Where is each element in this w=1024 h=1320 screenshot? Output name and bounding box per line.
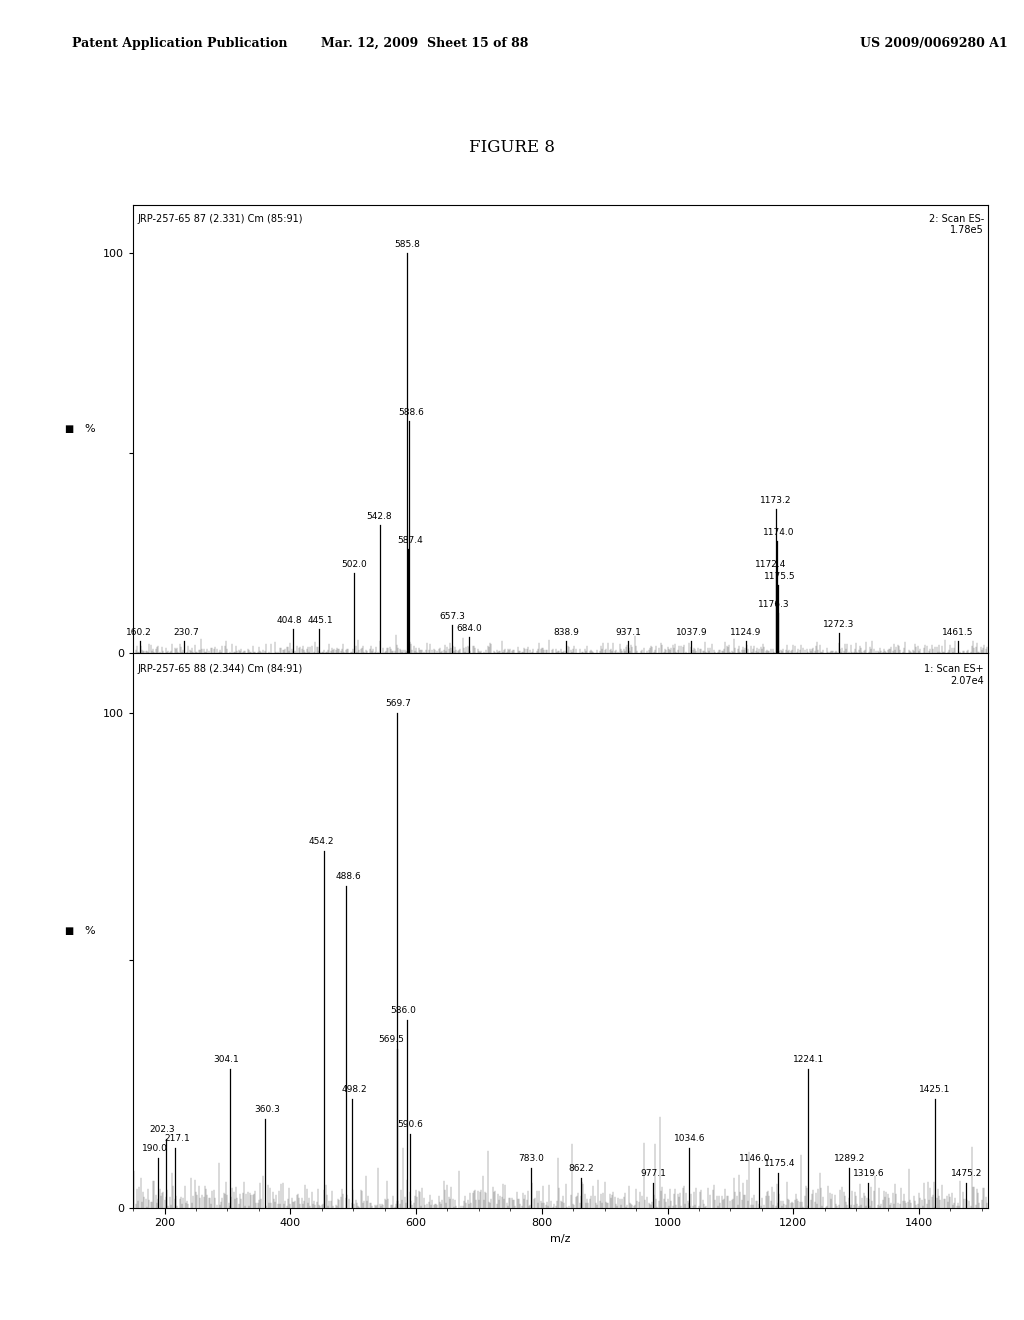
Text: 1173.2: 1173.2 [760, 496, 792, 506]
Text: 488.6: 488.6 [335, 873, 361, 882]
Text: 1319.6: 1319.6 [853, 1170, 885, 1177]
Text: 1461.5: 1461.5 [942, 628, 974, 638]
Text: 585.8: 585.8 [394, 240, 420, 248]
Text: 230.7: 230.7 [173, 628, 199, 638]
Text: 542.8: 542.8 [367, 512, 392, 521]
Text: 1224.1: 1224.1 [793, 1055, 824, 1064]
Text: JRP-257-65 87 (2.331) Cm (85:91): JRP-257-65 87 (2.331) Cm (85:91) [137, 214, 303, 223]
Text: 1172.4: 1172.4 [755, 560, 786, 569]
Text: 217.1: 217.1 [165, 1134, 190, 1143]
Text: 937.1: 937.1 [615, 628, 641, 638]
Text: 2: Scan ES-
1.78e5: 2: Scan ES- 1.78e5 [929, 214, 984, 235]
Text: 445.1: 445.1 [308, 616, 334, 626]
Text: %: % [84, 925, 94, 936]
Text: 502.0: 502.0 [342, 560, 368, 569]
Text: 1475.2: 1475.2 [950, 1170, 982, 1177]
Text: 1146.0: 1146.0 [739, 1154, 771, 1163]
Text: 1175.5: 1175.5 [764, 573, 796, 581]
Text: 1034.6: 1034.6 [674, 1134, 705, 1143]
Text: 404.8: 404.8 [276, 616, 303, 626]
Text: 1272.3: 1272.3 [823, 620, 854, 630]
Text: 862.2: 862.2 [568, 1164, 594, 1173]
Text: JRP-257-65 88 (2.344) Cm (84:91): JRP-257-65 88 (2.344) Cm (84:91) [137, 664, 303, 675]
Text: Mar. 12, 2009  Sheet 15 of 88: Mar. 12, 2009 Sheet 15 of 88 [322, 37, 528, 50]
Text: 569.7: 569.7 [385, 698, 412, 708]
Text: 977.1: 977.1 [640, 1170, 666, 1177]
Text: 783.0: 783.0 [518, 1154, 544, 1163]
Text: 1176.3: 1176.3 [758, 601, 790, 610]
Text: 1175.4: 1175.4 [764, 1159, 796, 1168]
Text: FIGURE 8: FIGURE 8 [469, 139, 555, 156]
Text: 498.2: 498.2 [341, 1085, 367, 1094]
Text: 588.6: 588.6 [398, 408, 424, 417]
Text: 1289.2: 1289.2 [834, 1154, 865, 1163]
Text: 657.3: 657.3 [439, 612, 465, 622]
Text: ■: ■ [65, 424, 74, 434]
Text: 202.3: 202.3 [150, 1125, 175, 1134]
Text: 360.3: 360.3 [255, 1105, 281, 1114]
Text: 1425.1: 1425.1 [920, 1085, 950, 1094]
Text: 569.5: 569.5 [379, 1035, 404, 1044]
Text: 587.4: 587.4 [397, 536, 423, 545]
Text: Patent Application Publication: Patent Application Publication [72, 37, 287, 50]
Text: 1124.9: 1124.9 [730, 628, 762, 638]
Text: 1174.0: 1174.0 [763, 528, 795, 537]
Text: 304.1: 304.1 [214, 1055, 240, 1064]
Text: 190.0: 190.0 [141, 1144, 168, 1154]
X-axis label: m/z: m/z [550, 1234, 571, 1243]
Text: 1037.9: 1037.9 [676, 628, 708, 638]
Text: 454.2: 454.2 [308, 837, 334, 846]
Text: %: % [84, 424, 94, 434]
Text: ■: ■ [65, 925, 74, 936]
Text: 586.0: 586.0 [391, 1006, 417, 1015]
Text: 160.2: 160.2 [126, 628, 152, 638]
Text: 838.9: 838.9 [553, 628, 580, 638]
Text: 684.0: 684.0 [456, 624, 481, 634]
Text: 1: Scan ES+
2.07e4: 1: Scan ES+ 2.07e4 [925, 664, 984, 686]
Text: 590.6: 590.6 [397, 1119, 423, 1129]
Text: US 2009/0069280 A1: US 2009/0069280 A1 [860, 37, 1008, 50]
